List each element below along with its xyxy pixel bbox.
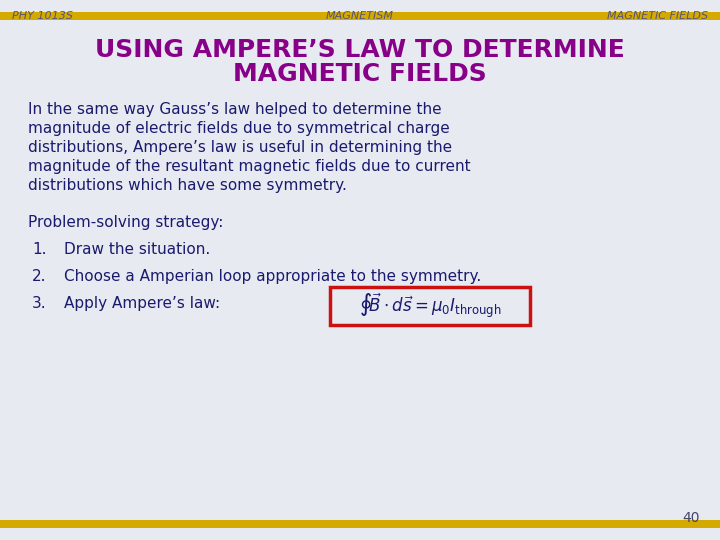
Text: Problem-solving strategy:: Problem-solving strategy: (28, 215, 223, 230)
Text: MAGNETIC FIELDS: MAGNETIC FIELDS (233, 62, 487, 86)
Text: USING AMPERE’S LAW TO DETERMINE: USING AMPERE’S LAW TO DETERMINE (95, 38, 625, 62)
Text: MAGNETIC FIELDS: MAGNETIC FIELDS (607, 11, 708, 21)
Text: Draw the situation.: Draw the situation. (64, 242, 210, 257)
Text: PHY 1013S: PHY 1013S (12, 11, 73, 21)
Text: distributions which have some symmetry.: distributions which have some symmetry. (28, 178, 347, 193)
Text: magnitude of electric fields due to symmetrical charge: magnitude of electric fields due to symm… (28, 121, 450, 136)
Bar (330, 287, 530, 325)
Text: Apply Ampere’s law:: Apply Ampere’s law: (64, 296, 220, 311)
Text: MAGNETISM: MAGNETISM (326, 11, 394, 21)
Bar (0, 12, 720, 20)
Text: $\oint\!\vec{B}\cdot d\vec{s} = \mu_0 I_{\mathrm{through}}$: $\oint\!\vec{B}\cdot d\vec{s} = \mu_0 I_… (359, 292, 501, 320)
Text: 1.: 1. (32, 242, 47, 257)
Text: 3.: 3. (32, 296, 47, 311)
Text: 2.: 2. (32, 269, 47, 284)
Text: magnitude of the resultant magnetic fields due to current: magnitude of the resultant magnetic fiel… (28, 159, 471, 174)
Text: distributions, Ampere’s law is useful in determining the: distributions, Ampere’s law is useful in… (28, 140, 452, 155)
Bar (0, 520, 720, 528)
Text: 40: 40 (683, 511, 700, 525)
Text: In the same way Gauss’s law helped to determine the: In the same way Gauss’s law helped to de… (28, 102, 441, 117)
Text: Choose a Amperian loop appropriate to the symmetry.: Choose a Amperian loop appropriate to th… (64, 269, 481, 284)
